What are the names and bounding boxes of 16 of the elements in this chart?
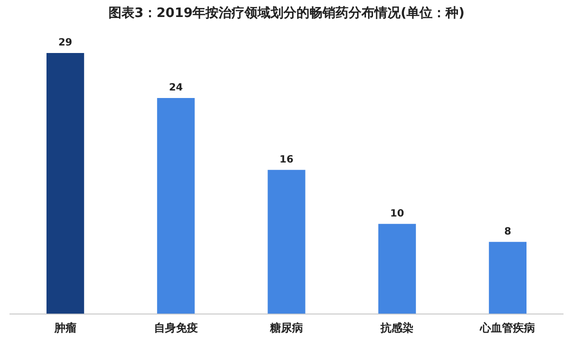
x-tick-label: 自身免疫 xyxy=(154,321,198,334)
bar xyxy=(378,224,416,314)
bar xyxy=(157,98,195,314)
x-tick-label: 肿瘤 xyxy=(53,321,76,334)
bar xyxy=(268,170,306,314)
x-tick-label: 糖尿病 xyxy=(269,321,303,334)
bar xyxy=(46,52,84,314)
data-label: 29 xyxy=(58,38,72,49)
data-label: 24 xyxy=(168,82,183,94)
data-label: 16 xyxy=(280,154,294,166)
bar xyxy=(488,242,526,314)
x-tick-label: 心血管疾病 xyxy=(479,321,536,334)
data-label: 10 xyxy=(390,208,404,220)
chart-title: 图表3：2019年按治疗领域划分的畅销药分布情况(单位：种) xyxy=(107,4,466,22)
x-tick-label: 抗感染 xyxy=(380,321,414,334)
data-label: 8 xyxy=(504,226,512,238)
